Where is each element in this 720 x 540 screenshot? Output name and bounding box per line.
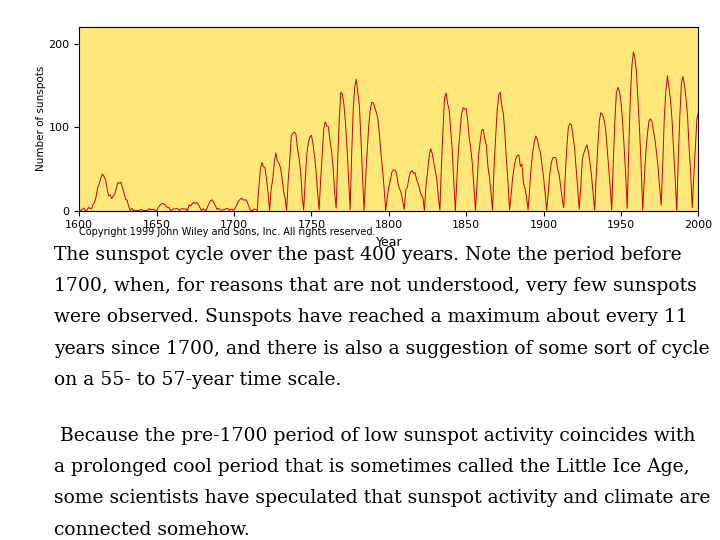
Text: a prolonged cool period that is sometimes called the Little Ice Age,: a prolonged cool period that is sometime… bbox=[54, 458, 690, 476]
Y-axis label: Number of sunspots: Number of sunspots bbox=[35, 66, 45, 172]
Text: years since 1700, and there is also a suggestion of some sort of cycle: years since 1700, and there is also a su… bbox=[54, 340, 710, 357]
Text: some scientists have speculated that sunspot activity and climate are: some scientists have speculated that sun… bbox=[54, 489, 711, 507]
X-axis label: Year: Year bbox=[376, 236, 402, 249]
Text: on a 55- to 57-year time scale.: on a 55- to 57-year time scale. bbox=[54, 371, 341, 389]
Text: connected somehow.: connected somehow. bbox=[54, 521, 250, 538]
Text: 1700, when, for reasons that are not understood, very few sunspots: 1700, when, for reasons that are not und… bbox=[54, 277, 697, 295]
Text: The sunspot cycle over the past 400 years. Note the period before: The sunspot cycle over the past 400 year… bbox=[54, 246, 682, 264]
Text: Because the pre-1700 period of low sunspot activity coincides with: Because the pre-1700 period of low sunsp… bbox=[54, 427, 696, 444]
Text: Copyright 1999 John Wiley and Sons, Inc. All rights reserved.: Copyright 1999 John Wiley and Sons, Inc.… bbox=[79, 227, 376, 237]
Text: were observed. Sunspots have reached a maximum about every 11: were observed. Sunspots have reached a m… bbox=[54, 308, 688, 326]
